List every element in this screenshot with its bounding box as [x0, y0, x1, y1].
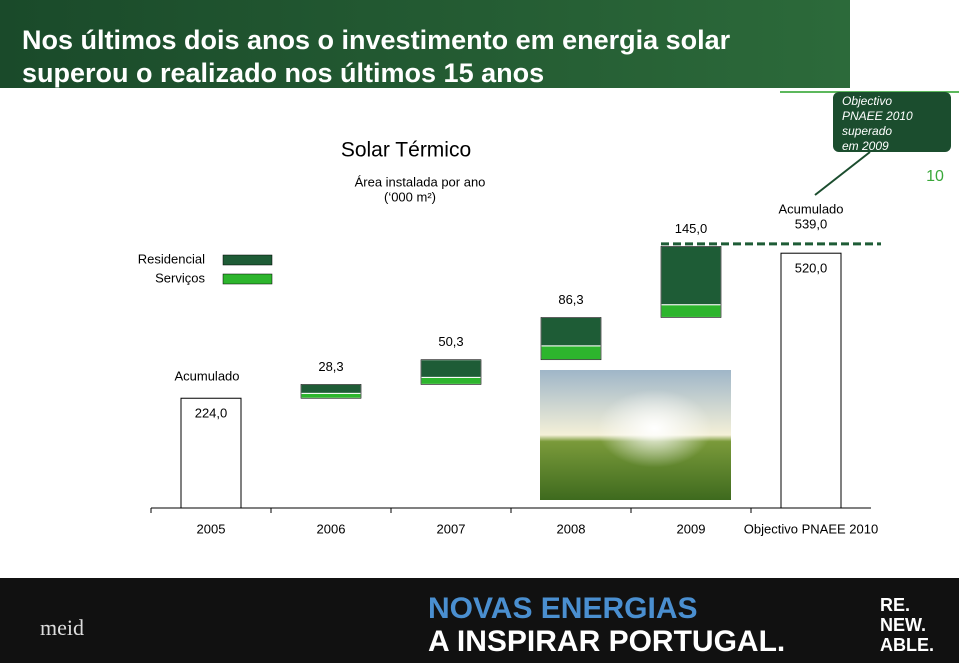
bar — [180, 397, 242, 509]
footer-brand: NEW. — [880, 615, 926, 635]
bar-outline — [300, 384, 362, 399]
value-label: 520,0 — [795, 261, 828, 276]
photo-sun — [540, 370, 731, 500]
callout-text: superado — [842, 124, 892, 138]
chart-subtitle: Área instalada por ano — [355, 174, 486, 189]
annotation: Acumulado — [778, 201, 843, 216]
bar-segment — [660, 245, 722, 306]
annotation: Acumulado — [174, 369, 239, 384]
value-label: 28,3 — [318, 359, 343, 374]
bar-outline — [660, 246, 722, 318]
annotation: 539,0 — [795, 216, 828, 231]
bar-outline — [420, 359, 482, 385]
x-tick-label: 2008 — [557, 521, 586, 536]
bar-segment — [660, 304, 722, 318]
legend-label: Serviços — [155, 270, 205, 285]
title-line: Nos últimos dois anos o investimento em … — [22, 25, 731, 55]
bar — [780, 252, 842, 509]
footer-tagline: NOVAS ENERGIAS — [428, 592, 698, 625]
x-tick-label: 2009 — [677, 521, 706, 536]
bar-segment — [300, 383, 362, 394]
bar-segment — [420, 359, 482, 378]
slide-number: 10 — [926, 168, 944, 185]
bar-segment — [540, 345, 602, 361]
bar-segment — [420, 376, 482, 385]
x-tick-label: 2005 — [197, 521, 226, 536]
callout-text: PNAEE 2010 — [842, 109, 913, 123]
callout-arrow — [814, 151, 871, 196]
x-tick-label: 2007 — [437, 521, 466, 536]
value-label: 50,3 — [438, 334, 463, 349]
chart-unit: (‘000 m²) — [384, 189, 436, 204]
header-bar — [0, 0, 850, 88]
footer — [0, 578, 959, 663]
footer-brand: ABLE. — [880, 635, 934, 655]
footer-logo: meid — [40, 615, 84, 640]
value-label: 86,3 — [558, 292, 583, 307]
callout-box — [833, 92, 951, 152]
value-label: 224,0 — [195, 406, 228, 421]
bar-segment — [300, 392, 362, 399]
x-tick-label: 2006 — [317, 521, 346, 536]
bar-segment — [540, 316, 602, 347]
value-label: 145,0 — [675, 221, 708, 236]
bar-outline — [540, 317, 602, 361]
callout-text: em 2009 — [842, 139, 889, 153]
legend-swatch — [222, 273, 273, 285]
footer-brand: RE. — [880, 595, 910, 615]
legend-label: Residencial — [138, 251, 205, 266]
callout-text: Objectivo — [842, 94, 892, 108]
x-tick-label: Objectivo PNAEE 2010 — [744, 521, 878, 536]
footer-tagline: A INSPIRAR PORTUGAL. — [428, 625, 785, 658]
title-line: superou o realizado nos últimos 15 anos — [22, 58, 544, 88]
legend-swatch — [222, 254, 273, 266]
chart-title: Solar Térmico — [341, 139, 471, 162]
